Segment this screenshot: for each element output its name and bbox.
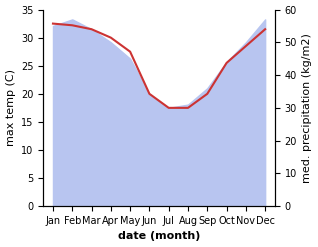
Y-axis label: max temp (C): max temp (C) bbox=[5, 69, 16, 146]
Y-axis label: med. precipitation (kg/m2): med. precipitation (kg/m2) bbox=[302, 33, 313, 183]
X-axis label: date (month): date (month) bbox=[118, 231, 200, 242]
